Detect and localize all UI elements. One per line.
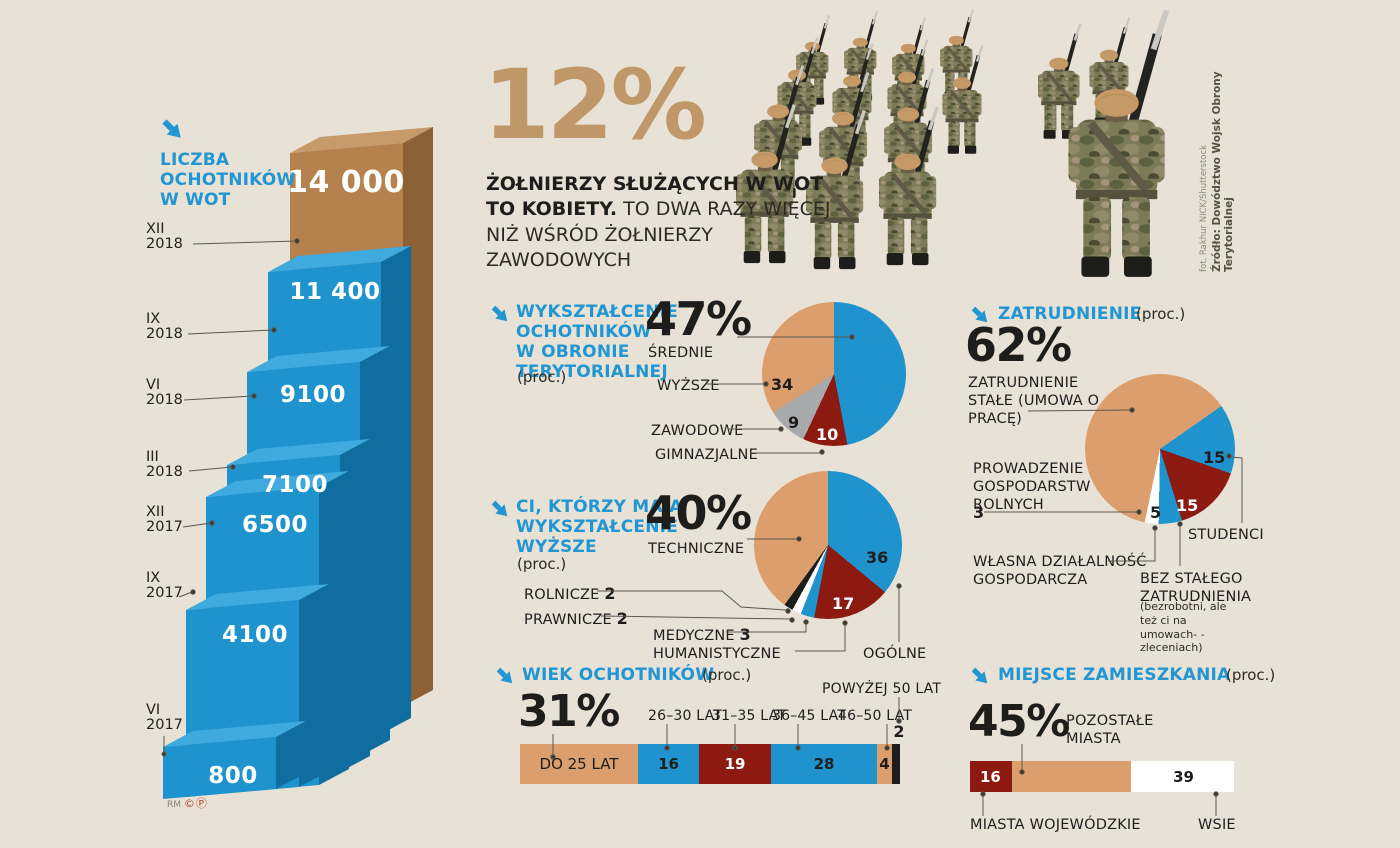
wlasna-value: 5	[1150, 503, 1162, 522]
bar-date-xii-2017: XII 2017	[146, 504, 183, 535]
bez-zatrudnienia-note: (bezrobotni, ale też ci na umowach- -zle…	[1140, 600, 1227, 655]
rolnicze-label: ROLNICZE 2	[524, 584, 616, 603]
bar-value-4100: 4100	[221, 622, 288, 648]
residence-stacked-bar: 16 39	[970, 761, 1234, 792]
age-seg-26-30: 16	[638, 744, 699, 784]
bar-date-vi-2017: VI 2017	[146, 702, 183, 733]
bar-value-7100: 7100	[261, 472, 328, 498]
section-arrow-icon	[971, 306, 988, 323]
education-zawodowe-value: 9	[788, 413, 800, 432]
bar-value-14000: 14 000	[287, 165, 405, 200]
headline-percent: 12%	[483, 49, 707, 161]
humanistyczne-value: 17	[832, 594, 855, 613]
miasta-wojewodzkie-label: MIASTA WOJEWÓDZKIE	[970, 817, 1141, 833]
employment-unit: (proc.)	[1136, 305, 1186, 323]
photo-credit: fot. Rakhur NICK/Shutterstock	[1199, 144, 1209, 272]
section-arrow-icon	[162, 119, 181, 138]
ogolne-label: OGÓLNE	[863, 646, 927, 662]
medyczne-label: MEDYCZNE 3	[653, 625, 751, 644]
education-gimnazjalne-label: GIMNAZJALNE	[655, 447, 758, 463]
license-icons: ©Ⓟ	[183, 797, 208, 810]
volunteers-bar-chart	[163, 127, 433, 799]
education-big-label: ŚREDNIE	[648, 345, 714, 361]
higher-education-big-value: 40%	[645, 486, 752, 540]
source-credit: Źródło: Dowództwo Wojsk Obrony Terytoria…	[1211, 71, 1235, 272]
age-seg-36-45: 28	[771, 744, 877, 784]
bar-value-800: 800	[208, 763, 258, 789]
section-arrow-icon	[496, 667, 513, 684]
wsie-label: WSIE	[1198, 817, 1236, 833]
age-seg-do25: DO 25 LAT	[520, 744, 638, 784]
residence-title: MIEJSCE ZAMIESZKANIA	[998, 665, 1231, 685]
employment-big-label: ZATRUDNIENIE STAŁE (UMOWA O PRACĘ)	[968, 375, 1100, 428]
residence-big-value: 45%	[968, 696, 1070, 747]
education-unit: (proc.)	[517, 368, 567, 386]
higher-education-big-label: TECHNICZNE	[648, 541, 745, 557]
residence-big-label: POZOSTAŁE MIASTA	[1066, 713, 1154, 748]
rolnych-label: PROWADZENIE GOSPODARSTW ROLNYCH	[973, 461, 1091, 514]
prawnicze-label: PRAWNICZE 2	[524, 609, 628, 628]
employment-title: ZATRUDNIENIE	[998, 304, 1142, 324]
age-unit: (proc.)	[702, 666, 752, 684]
bar-date-xii-2018: XII 2018	[146, 221, 183, 252]
education-big-value: 47%	[645, 292, 752, 346]
age-26-30-label: 26–30 LAT	[648, 708, 723, 724]
bez-zatrudnienia-value: 15	[1176, 496, 1199, 515]
headline-text-regular: TO DWA RAZY WIĘCEJ NIŻ WŚRÓD ŻOŁNIERZY Z…	[486, 198, 831, 272]
education-pie	[762, 302, 906, 446]
higher-education-pie	[754, 471, 902, 619]
bar-date-iii-2018: III 2018	[146, 449, 183, 480]
section-arrow-icon	[491, 500, 508, 517]
studenci-value: 15	[1203, 448, 1226, 467]
bar-800	[163, 721, 306, 799]
bar-date-ix-2018: IX 2018	[146, 311, 183, 342]
bar-date-vi-2018: VI 2018	[146, 377, 183, 408]
education-wyzsze-value: 34	[771, 375, 794, 394]
rm-label: RM	[167, 800, 182, 810]
age-seg-31-35: 19	[699, 744, 771, 784]
age-title: WIEK OCHOTNIKÓW	[522, 665, 715, 685]
age-50plus-value: 2	[893, 722, 905, 741]
age-big-value: 31%	[518, 686, 620, 737]
rm-license-marks: RM ©Ⓟ	[167, 795, 208, 811]
bez-zatrudnienia-label: BEZ STAŁEGO ZATRUDNIENIA	[1140, 571, 1252, 606]
bar-value-11400: 11 400	[289, 279, 381, 305]
employment-big-value: 62%	[965, 318, 1072, 372]
residence-seg-pozostale	[1012, 761, 1131, 792]
higher-education-title: CI, KTÓRZY MAJĄ WYKSZTAŁCENIE WYŻSZE	[516, 497, 683, 558]
age-stacked-bar: DO 25 LAT 16 19 28 4	[520, 744, 900, 784]
higher-education-unit: (proc.)	[517, 555, 567, 573]
age-50plus-label: POWYŻEJ 50 LAT	[822, 681, 942, 697]
age-46-50-label: 46–50 LAT	[838, 708, 913, 724]
residence-seg-wsie: 39	[1131, 761, 1234, 792]
ogolne-value: 36	[866, 548, 889, 567]
rolnych-value: 3	[973, 503, 985, 522]
studenci-label: STUDENCI	[1188, 527, 1264, 543]
wlasna-label: WŁASNA DZIAŁALNOŚĆ GOSPODARCZA	[973, 554, 1147, 589]
bar-value-6500: 6500	[241, 512, 308, 538]
headline-text-bold: ŻOŁNIERZY SŁUŻĄCYCH W WOT TO KOBIETY.	[486, 173, 824, 221]
age-seg-50plus	[892, 744, 900, 784]
volunteers-title: LICZBA OCHOTNIKÓW W WOT	[160, 150, 296, 211]
section-arrow-icon	[491, 305, 508, 322]
age-seg-46-50: 4	[877, 744, 892, 784]
residence-seg-miasta-wojewodzkie: 16	[970, 761, 1012, 792]
section-arrow-icon	[971, 667, 988, 684]
education-title: WYKSZTAŁCENIE OCHOTNIKÓW W OBRONIE TERYT…	[516, 302, 679, 383]
age-31-35-label: 31–35 LAT	[712, 708, 787, 724]
residence-unit: (proc.)	[1226, 666, 1276, 684]
humanistyczne-label: HUMANISTYCZNE	[653, 646, 781, 662]
employment-pie	[1085, 374, 1235, 524]
education-gimnazjalne-value: 10	[816, 425, 839, 444]
bar-date-ix-2017: IX 2017	[146, 570, 183, 601]
headline-text: ŻOŁNIERZY SŁUŻĄCYCH W WOT TO KOBIETY. TO…	[486, 172, 834, 274]
bar-value-9100: 9100	[279, 382, 346, 408]
education-wyzsze-label: WYŻSZE	[657, 378, 720, 394]
age-36-45-label: 36–45 LAT	[772, 708, 847, 724]
education-zawodowe-label: ZAWODOWE	[651, 423, 744, 439]
